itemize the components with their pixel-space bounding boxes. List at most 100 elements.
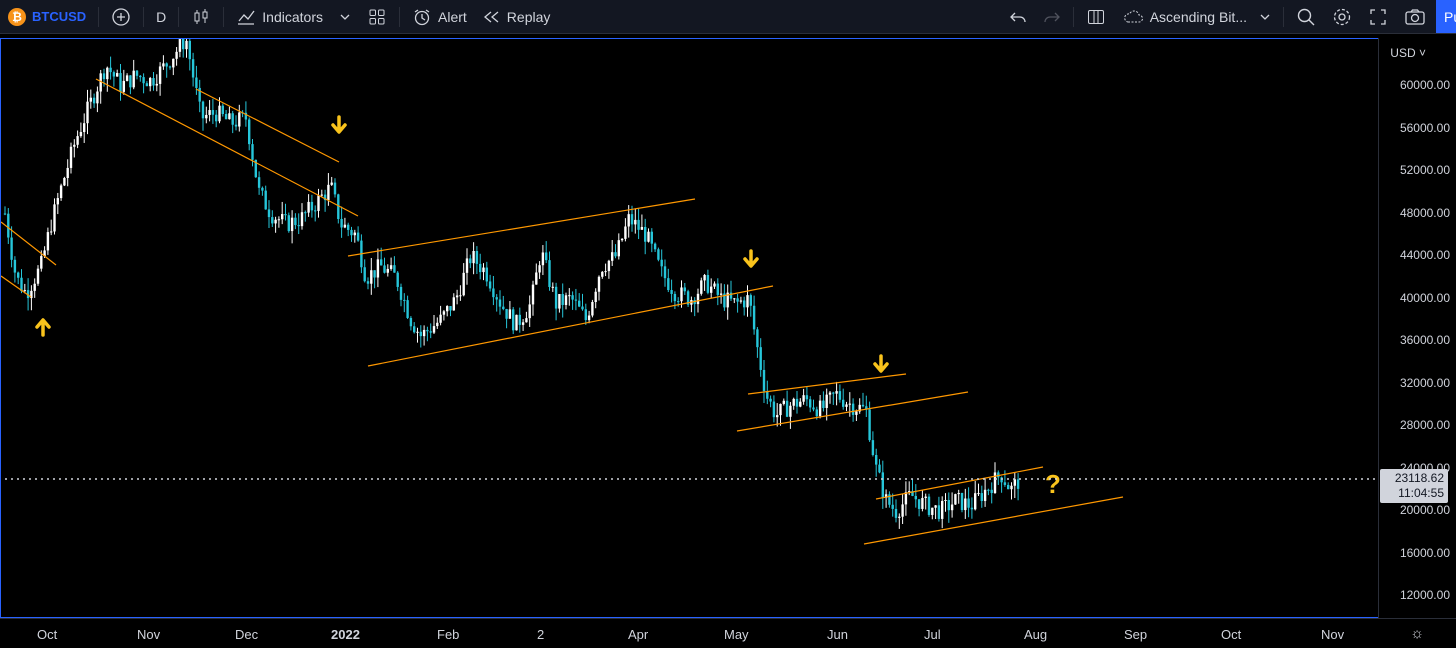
- candle-body: [208, 110, 211, 115]
- candle-body: [749, 295, 752, 306]
- divider: [1283, 6, 1284, 27]
- candle-body: [545, 252, 548, 261]
- trendline-drawing[interactable]: [863, 496, 1124, 545]
- arrow-down-icon[interactable]: [743, 249, 759, 268]
- candle-body: [469, 258, 472, 264]
- candle-body: [201, 101, 205, 119]
- candle-body: [330, 182, 333, 185]
- candle-body: [7, 213, 10, 238]
- search-button[interactable]: [1288, 0, 1324, 33]
- trendline-drawing[interactable]: [367, 285, 774, 367]
- layout-select-button[interactable]: [1078, 0, 1114, 33]
- indicators-button[interactable]: Indicators: [228, 0, 331, 33]
- candle-body: [195, 77, 198, 88]
- candle-body: [459, 295, 462, 297]
- candle-body: [776, 415, 779, 418]
- time-tick-label: Apr: [628, 627, 649, 642]
- candle-body: [1000, 477, 1003, 483]
- arrow-up-icon[interactable]: [35, 318, 51, 337]
- candle-body: [881, 472, 884, 498]
- candle-body: [683, 287, 686, 292]
- candle-body: [723, 293, 726, 308]
- time-scale-settings-icon[interactable]: ☼: [1410, 625, 1424, 642]
- alert-button[interactable]: Alert: [404, 0, 475, 33]
- candle-body: [116, 73, 119, 77]
- fullscreen-button[interactable]: [1360, 0, 1396, 33]
- candle-body: [822, 400, 825, 408]
- candle-body: [310, 201, 314, 211]
- layout-name-dropdown[interactable]: Ascending Bit...: [1114, 0, 1279, 33]
- candle-body: [766, 391, 769, 399]
- arrow-down-icon[interactable]: [331, 115, 347, 134]
- trendline-drawing[interactable]: [195, 88, 340, 163]
- candle-body: [950, 504, 954, 511]
- symbol-search[interactable]: ₿ BTCUSD: [0, 0, 94, 33]
- candle-body: [805, 395, 809, 400]
- candle-body: [983, 489, 987, 501]
- time-scale[interactable]: Oct Nov Dec 2022 Feb 2 Apr May Jun Jul Aug Sep Oct No…: [0, 618, 1456, 648]
- trendline-drawing[interactable]: [736, 391, 969, 432]
- candle-body: [277, 219, 281, 221]
- candle-body: [307, 201, 310, 213]
- candle-body: [30, 290, 33, 299]
- candle-body: [785, 400, 789, 417]
- divider: [399, 6, 400, 27]
- chart-type-button[interactable]: [183, 0, 219, 33]
- trendline-drawing[interactable]: [747, 373, 907, 395]
- publish-button[interactable]: Pu: [1436, 0, 1456, 33]
- candle-body: [759, 347, 762, 370]
- candle-body: [248, 119, 251, 145]
- candle-body: [99, 73, 102, 92]
- interval-button[interactable]: D: [148, 0, 174, 33]
- screenshot-button[interactable]: [1396, 0, 1434, 33]
- candle-body: [205, 114, 208, 119]
- candle-body: [733, 298, 736, 300]
- candle-body: [700, 280, 703, 294]
- candle-body: [739, 300, 743, 302]
- candle-body: [172, 58, 175, 68]
- candle-body: [393, 265, 396, 273]
- indicator-templates-dropdown[interactable]: [331, 0, 359, 33]
- candle-body: [416, 331, 419, 333]
- time-tick-label: Jul: [924, 627, 941, 642]
- candle-body: [475, 250, 479, 264]
- candle-body: [960, 492, 964, 511]
- redo-button[interactable]: [1035, 0, 1069, 33]
- candle-body: [211, 110, 215, 115]
- settings-button[interactable]: [1324, 0, 1360, 33]
- candle-body: [538, 265, 541, 273]
- replay-button[interactable]: Replay: [475, 0, 559, 33]
- chevron-down-icon: [1259, 11, 1271, 23]
- compare-button[interactable]: [103, 0, 139, 33]
- candle-body: [350, 229, 353, 236]
- arrow-down-icon[interactable]: [873, 354, 889, 373]
- candle-body: [647, 231, 650, 242]
- candle-body: [370, 270, 373, 284]
- candle-body: [888, 494, 891, 505]
- grid-icon: [367, 7, 387, 27]
- trendline-drawing[interactable]: [1, 275, 32, 298]
- candle-body: [396, 272, 399, 287]
- candle-body: [812, 407, 815, 410]
- fullscreen-icon: [1368, 7, 1388, 27]
- price-chart[interactable]: ?: [1, 39, 1377, 617]
- currency-label[interactable]: USD ˅: [1390, 46, 1426, 60]
- candle-body: [436, 322, 439, 327]
- candle-body: [386, 268, 389, 273]
- price-scale[interactable]: USD ˅ 60000.00 56000.00 52000.00 48000.00 44…: [1378, 38, 1456, 618]
- undo-button[interactable]: [1001, 0, 1035, 33]
- templates-button[interactable]: [359, 0, 395, 33]
- candle-body: [409, 317, 413, 327]
- candle-body: [868, 409, 871, 441]
- candle-body: [462, 272, 465, 296]
- candle-body: [908, 491, 911, 493]
- question-annotation[interactable]: ?: [1045, 469, 1061, 499]
- trendline-drawing[interactable]: [347, 198, 696, 257]
- trendline-drawing[interactable]: [1, 221, 57, 266]
- candle-body: [106, 67, 109, 80]
- chart-pane[interactable]: ?: [0, 38, 1378, 618]
- trendline-drawing[interactable]: [95, 78, 359, 217]
- candle-body: [809, 399, 812, 408]
- trendline-drawing[interactable]: [875, 466, 1044, 500]
- candle-body: [254, 159, 257, 178]
